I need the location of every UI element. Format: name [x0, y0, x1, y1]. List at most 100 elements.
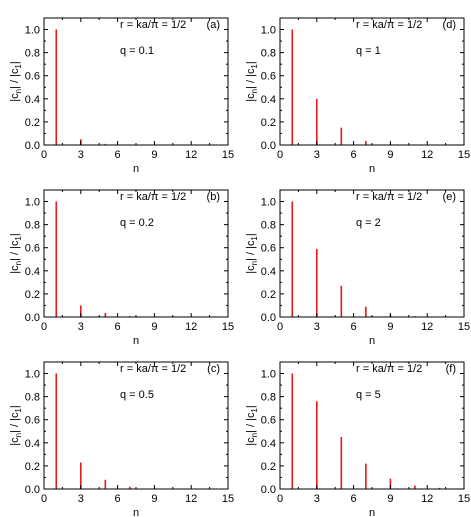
x-tick-label: 6	[351, 149, 357, 161]
x-tick-label: 12	[185, 493, 197, 505]
y-axis-label-end: |	[9, 405, 21, 408]
y-tick-label: 1.0	[25, 197, 40, 209]
x-tick-label: 6	[115, 493, 121, 505]
x-tick-label: 6	[115, 149, 121, 161]
annotation-q: q = 1	[356, 45, 381, 57]
y-axis-label-sub2: 1	[250, 64, 259, 69]
y-tick-label: 1.0	[261, 25, 276, 37]
y-axis-label-sub2: 1	[250, 236, 259, 241]
x-axis-label: n	[369, 163, 375, 175]
y-tick-label: 0.8	[261, 392, 276, 404]
y-axis-label-mid: | / |c	[9, 412, 21, 433]
plot-frame	[279, 189, 465, 318]
y-axis-label-sub1: n	[250, 89, 259, 93]
annotation-q: q = 0.2	[120, 217, 154, 229]
panel-label: (f)	[446, 363, 456, 375]
y-tick-label: 0.0	[261, 312, 276, 324]
annotation-q: q = 5	[356, 389, 381, 401]
y-tick-label: 1.0	[261, 369, 276, 381]
y-axis-label: |cn| / |c1|	[9, 405, 23, 446]
y-tick-label: 0.4	[261, 94, 276, 106]
y-axis-label-end: |	[245, 405, 257, 408]
y-axis-label-sub2: 1	[14, 408, 23, 413]
plot-frame	[279, 361, 465, 490]
y-axis-label-sub1: n	[14, 261, 23, 265]
panel-d: 0 3 6 9 12 150.00.20.40.60.81.0n|cn| / |c1|r …	[245, 17, 470, 175]
y-axis-label-end: |	[9, 233, 21, 236]
y-axis-label: |cn| / |c1|	[245, 61, 259, 102]
y-tick-label: 0.4	[261, 266, 276, 278]
y-axis-label-sub2: 1	[14, 64, 23, 69]
x-tick-label: 12	[421, 321, 433, 333]
y-tick-label: 0.6	[261, 71, 276, 83]
y-tick-label: 0.6	[261, 243, 276, 255]
y-tick-label: 1.0	[25, 369, 40, 381]
y-tick-label: 0.6	[261, 415, 276, 427]
y-axis-label-main: |c	[245, 93, 257, 102]
annotation-ratio: r = ka/π = 1/2	[356, 19, 422, 31]
y-axis-label: |cn| / |c1|	[245, 233, 259, 274]
y-axis-label-sub1: n	[14, 433, 23, 437]
panel-c: 0 3 6 9 12 150.00.20.40.60.81.0n|cn| / |c1|r …	[9, 361, 234, 517]
x-tick-label: 3	[78, 493, 84, 505]
y-tick-label: 0.0	[25, 484, 40, 496]
plot-frame	[43, 361, 229, 490]
x-tick-label: 15	[458, 149, 470, 161]
y-axis-label: |cn| / |c1|	[245, 405, 259, 446]
x-tick-label: 9	[151, 149, 157, 161]
x-tick-label: 12	[421, 493, 433, 505]
x-tick-label: 15	[458, 493, 470, 505]
y-axis-label-main: |c	[9, 437, 21, 446]
plot-frame	[43, 17, 229, 146]
annotation-ratio: r = ka/π = 1/2	[356, 191, 422, 203]
y-tick-label: 0.2	[261, 117, 276, 129]
x-tick-label: 9	[387, 321, 393, 333]
y-axis-label-sub1: n	[250, 261, 259, 265]
x-axis-label: n	[369, 507, 375, 517]
y-tick-label: 0.6	[25, 71, 40, 83]
y-tick-label: 0.8	[25, 392, 40, 404]
y-tick-label: 0.0	[261, 484, 276, 496]
y-axis-label: |cn| / |c1|	[9, 233, 23, 274]
y-tick-label: 0.4	[25, 94, 40, 106]
panel-label: (b)	[207, 191, 220, 203]
y-tick-label: 0.2	[25, 117, 40, 129]
annotation-ratio: r = ka/π = 1/2	[356, 363, 422, 375]
y-tick-label: 0.0	[25, 312, 40, 324]
y-axis-label-mid: | / |c	[245, 68, 257, 89]
y-tick-label: 0.6	[25, 415, 40, 427]
y-axis-label-mid: | / |c	[245, 240, 257, 261]
panel-a: 0 3 6 9 12 150.00.20.40.60.81.0n|cn| / |c1|r …	[9, 17, 234, 175]
x-tick-label: 15	[222, 493, 234, 505]
x-tick-label: 6	[351, 493, 357, 505]
x-tick-label: 0	[41, 149, 47, 161]
y-axis-label-end: |	[245, 233, 257, 236]
y-axis-label: |cn| / |c1|	[9, 61, 23, 102]
x-axis-label: n	[133, 163, 139, 175]
annotation-q: q = 2	[356, 217, 381, 229]
y-axis-label-main: |c	[9, 265, 21, 274]
y-tick-label: 1.0	[261, 197, 276, 209]
annotation-q: q = 0.1	[120, 45, 154, 57]
x-tick-label: 3	[314, 149, 320, 161]
panel-f: 0 3 6 9 12 150.00.20.40.60.81.0n|cn| / |c1|r …	[245, 361, 470, 517]
y-tick-label: 0.2	[25, 289, 40, 301]
x-tick-label: 3	[78, 149, 84, 161]
y-tick-label: 0.8	[25, 48, 40, 60]
panel-label: (e)	[443, 191, 456, 203]
x-tick-label: 6	[351, 321, 357, 333]
x-tick-label: 0	[277, 149, 283, 161]
y-axis-label-mid: | / |c	[9, 240, 21, 261]
y-axis-label-end: |	[9, 61, 21, 64]
y-axis-label-sub2: 1	[250, 408, 259, 413]
x-tick-label: 3	[314, 493, 320, 505]
y-axis-label-main: |c	[9, 93, 21, 102]
x-tick-label: 3	[314, 321, 320, 333]
y-tick-label: 0.2	[261, 461, 276, 473]
annotation-ratio: r = ka/π = 1/2	[120, 191, 186, 203]
y-axis-label-mid: | / |c	[9, 68, 21, 89]
x-tick-label: 3	[78, 321, 84, 333]
panel-label: (c)	[207, 363, 220, 375]
annotation-ratio: r = ka/π = 1/2	[120, 19, 186, 31]
